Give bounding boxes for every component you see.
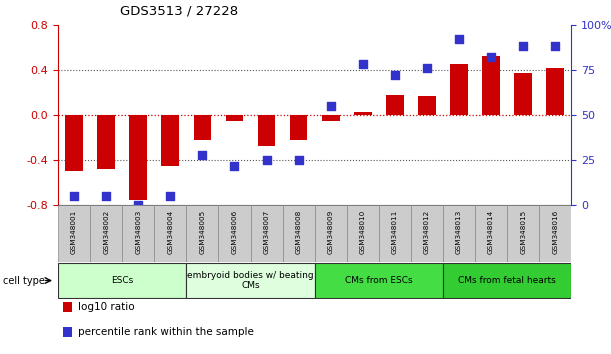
Text: GSM348002: GSM348002 [103,209,109,253]
Bar [186,205,219,262]
Point [358,62,368,67]
Point [166,193,175,199]
Bar [63,327,73,337]
Text: GSM348003: GSM348003 [135,209,141,253]
Text: GSM348016: GSM348016 [552,209,558,253]
Text: GSM348015: GSM348015 [520,209,526,253]
Bar [514,73,532,115]
Bar [219,205,251,262]
Bar [90,205,122,262]
Point [101,193,111,199]
Bar [475,205,507,262]
Text: GSM348004: GSM348004 [167,209,174,253]
Bar [225,115,243,121]
Point [551,44,560,49]
Text: GSM348010: GSM348010 [360,209,366,253]
Text: CMs from ESCs: CMs from ESCs [345,276,412,285]
Point [133,202,143,208]
Bar [386,95,404,115]
Bar [186,263,315,298]
Bar [258,115,276,145]
Text: GSM348011: GSM348011 [392,209,398,253]
Bar [251,205,283,262]
Text: log10 ratio: log10 ratio [78,302,134,313]
Bar [315,263,443,298]
Point [69,193,79,199]
Bar [130,115,147,200]
Bar [418,96,436,115]
Point [518,44,528,49]
Text: GSM348013: GSM348013 [456,209,462,253]
Bar [540,205,571,262]
Bar [507,205,540,262]
Bar [347,205,379,262]
Bar [65,115,83,171]
Text: GSM348008: GSM348008 [296,209,302,253]
Bar [443,263,571,298]
Bar [58,263,186,298]
Text: embryoid bodies w/ beating
CMs: embryoid bodies w/ beating CMs [187,271,314,290]
Bar [58,205,90,262]
Text: cell type: cell type [3,275,45,286]
Bar [482,56,500,115]
Point [230,163,240,169]
Text: CMs from fetal hearts: CMs from fetal hearts [458,276,556,285]
Bar [379,205,411,262]
Bar [122,205,155,262]
Bar [443,205,475,262]
Text: percentile rank within the sample: percentile rank within the sample [78,327,254,337]
Text: GSM348007: GSM348007 [263,209,269,253]
Bar [194,115,211,140]
Point [262,157,271,163]
Text: GSM348009: GSM348009 [327,209,334,253]
Point [326,103,335,109]
Bar [290,115,307,140]
Bar [97,115,115,169]
Text: ESCs: ESCs [111,276,133,285]
Point [390,73,400,78]
Text: GSM348006: GSM348006 [232,209,238,253]
Bar [161,115,179,166]
Bar [63,302,73,312]
Bar [411,205,443,262]
Point [294,157,304,163]
Bar [283,205,315,262]
Point [197,152,207,158]
Text: GSM348012: GSM348012 [424,209,430,253]
Bar [155,205,186,262]
Point [422,65,432,71]
Text: GSM348014: GSM348014 [488,209,494,253]
Bar [322,115,340,121]
Text: GDS3513 / 27228: GDS3513 / 27228 [120,5,238,18]
Text: GSM348005: GSM348005 [199,209,205,253]
Bar [450,64,468,115]
Bar [354,112,371,115]
Bar [546,68,564,115]
Point [454,36,464,42]
Text: GSM348001: GSM348001 [71,209,77,253]
Point [486,55,496,60]
Bar [315,205,347,262]
